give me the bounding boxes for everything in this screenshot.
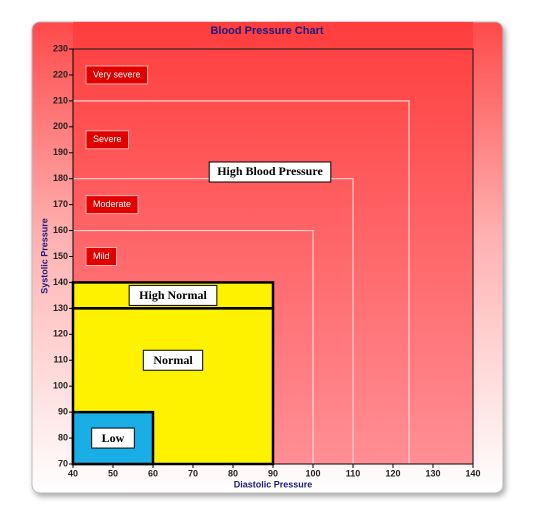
zone-label: Mild [93,251,110,261]
x-tick-label: 110 [346,468,361,478]
x-tick-label: 40 [68,468,78,478]
y-tick-label: 160 [53,225,68,235]
x-tick-label: 70 [188,468,198,478]
y-tick-label: 110 [53,355,68,365]
x-axis-label: Diastolic Pressure [234,479,313,489]
x-tick-label: 60 [148,468,158,478]
x-tick-label: 100 [305,468,320,478]
zone-label: Very severe [93,69,141,79]
annotation-box [208,161,332,183]
y-tick-label: 230 [53,43,68,53]
y-tick-label: 210 [53,95,68,105]
zone-label: Severe [93,134,122,144]
y-tick-label: 80 [58,432,68,442]
region-label-box [91,427,135,449]
y-tick-label: 70 [58,458,68,468]
zone-label-box [85,65,149,85]
region-label: Normal [153,353,193,367]
y-tick-label: 120 [53,329,68,339]
x-tick-label: 80 [228,468,238,478]
zone-label-box [85,195,139,215]
y-tick-label: 150 [53,251,68,261]
region-label-box [142,349,204,371]
chart-title: Blood Pressure Chart [210,25,323,37]
region-label: High Normal [139,288,207,302]
y-tick-label: 170 [53,199,68,209]
y-tick-label: 130 [53,303,68,313]
y-tick-label: 180 [53,173,68,183]
zone-label-box [85,247,118,266]
y-tick-label: 140 [53,277,68,287]
x-tick-label: 120 [385,468,400,478]
zone-label: Moderate [93,199,131,209]
y-tick-label: 90 [58,407,68,417]
y-tick-label: 190 [53,147,68,157]
y-tick-label: 100 [53,381,68,391]
zone-boundary [73,100,410,464]
y-tick-label: 200 [53,121,68,131]
annotation: High Blood Pressure [217,164,323,178]
x-tick-label: 90 [268,468,278,478]
zone-label-box [85,130,130,150]
x-tick-label: 140 [465,468,480,478]
zone-boundary [73,229,314,464]
x-tick-label: 50 [108,468,118,478]
region-label-box [128,284,218,306]
y-tick-label: 220 [53,69,68,79]
x-tick-label: 130 [425,468,440,478]
zone-boundary [73,178,354,464]
region-label: Low [102,431,125,445]
y-axis-label: Systolic Pressure [39,218,49,294]
